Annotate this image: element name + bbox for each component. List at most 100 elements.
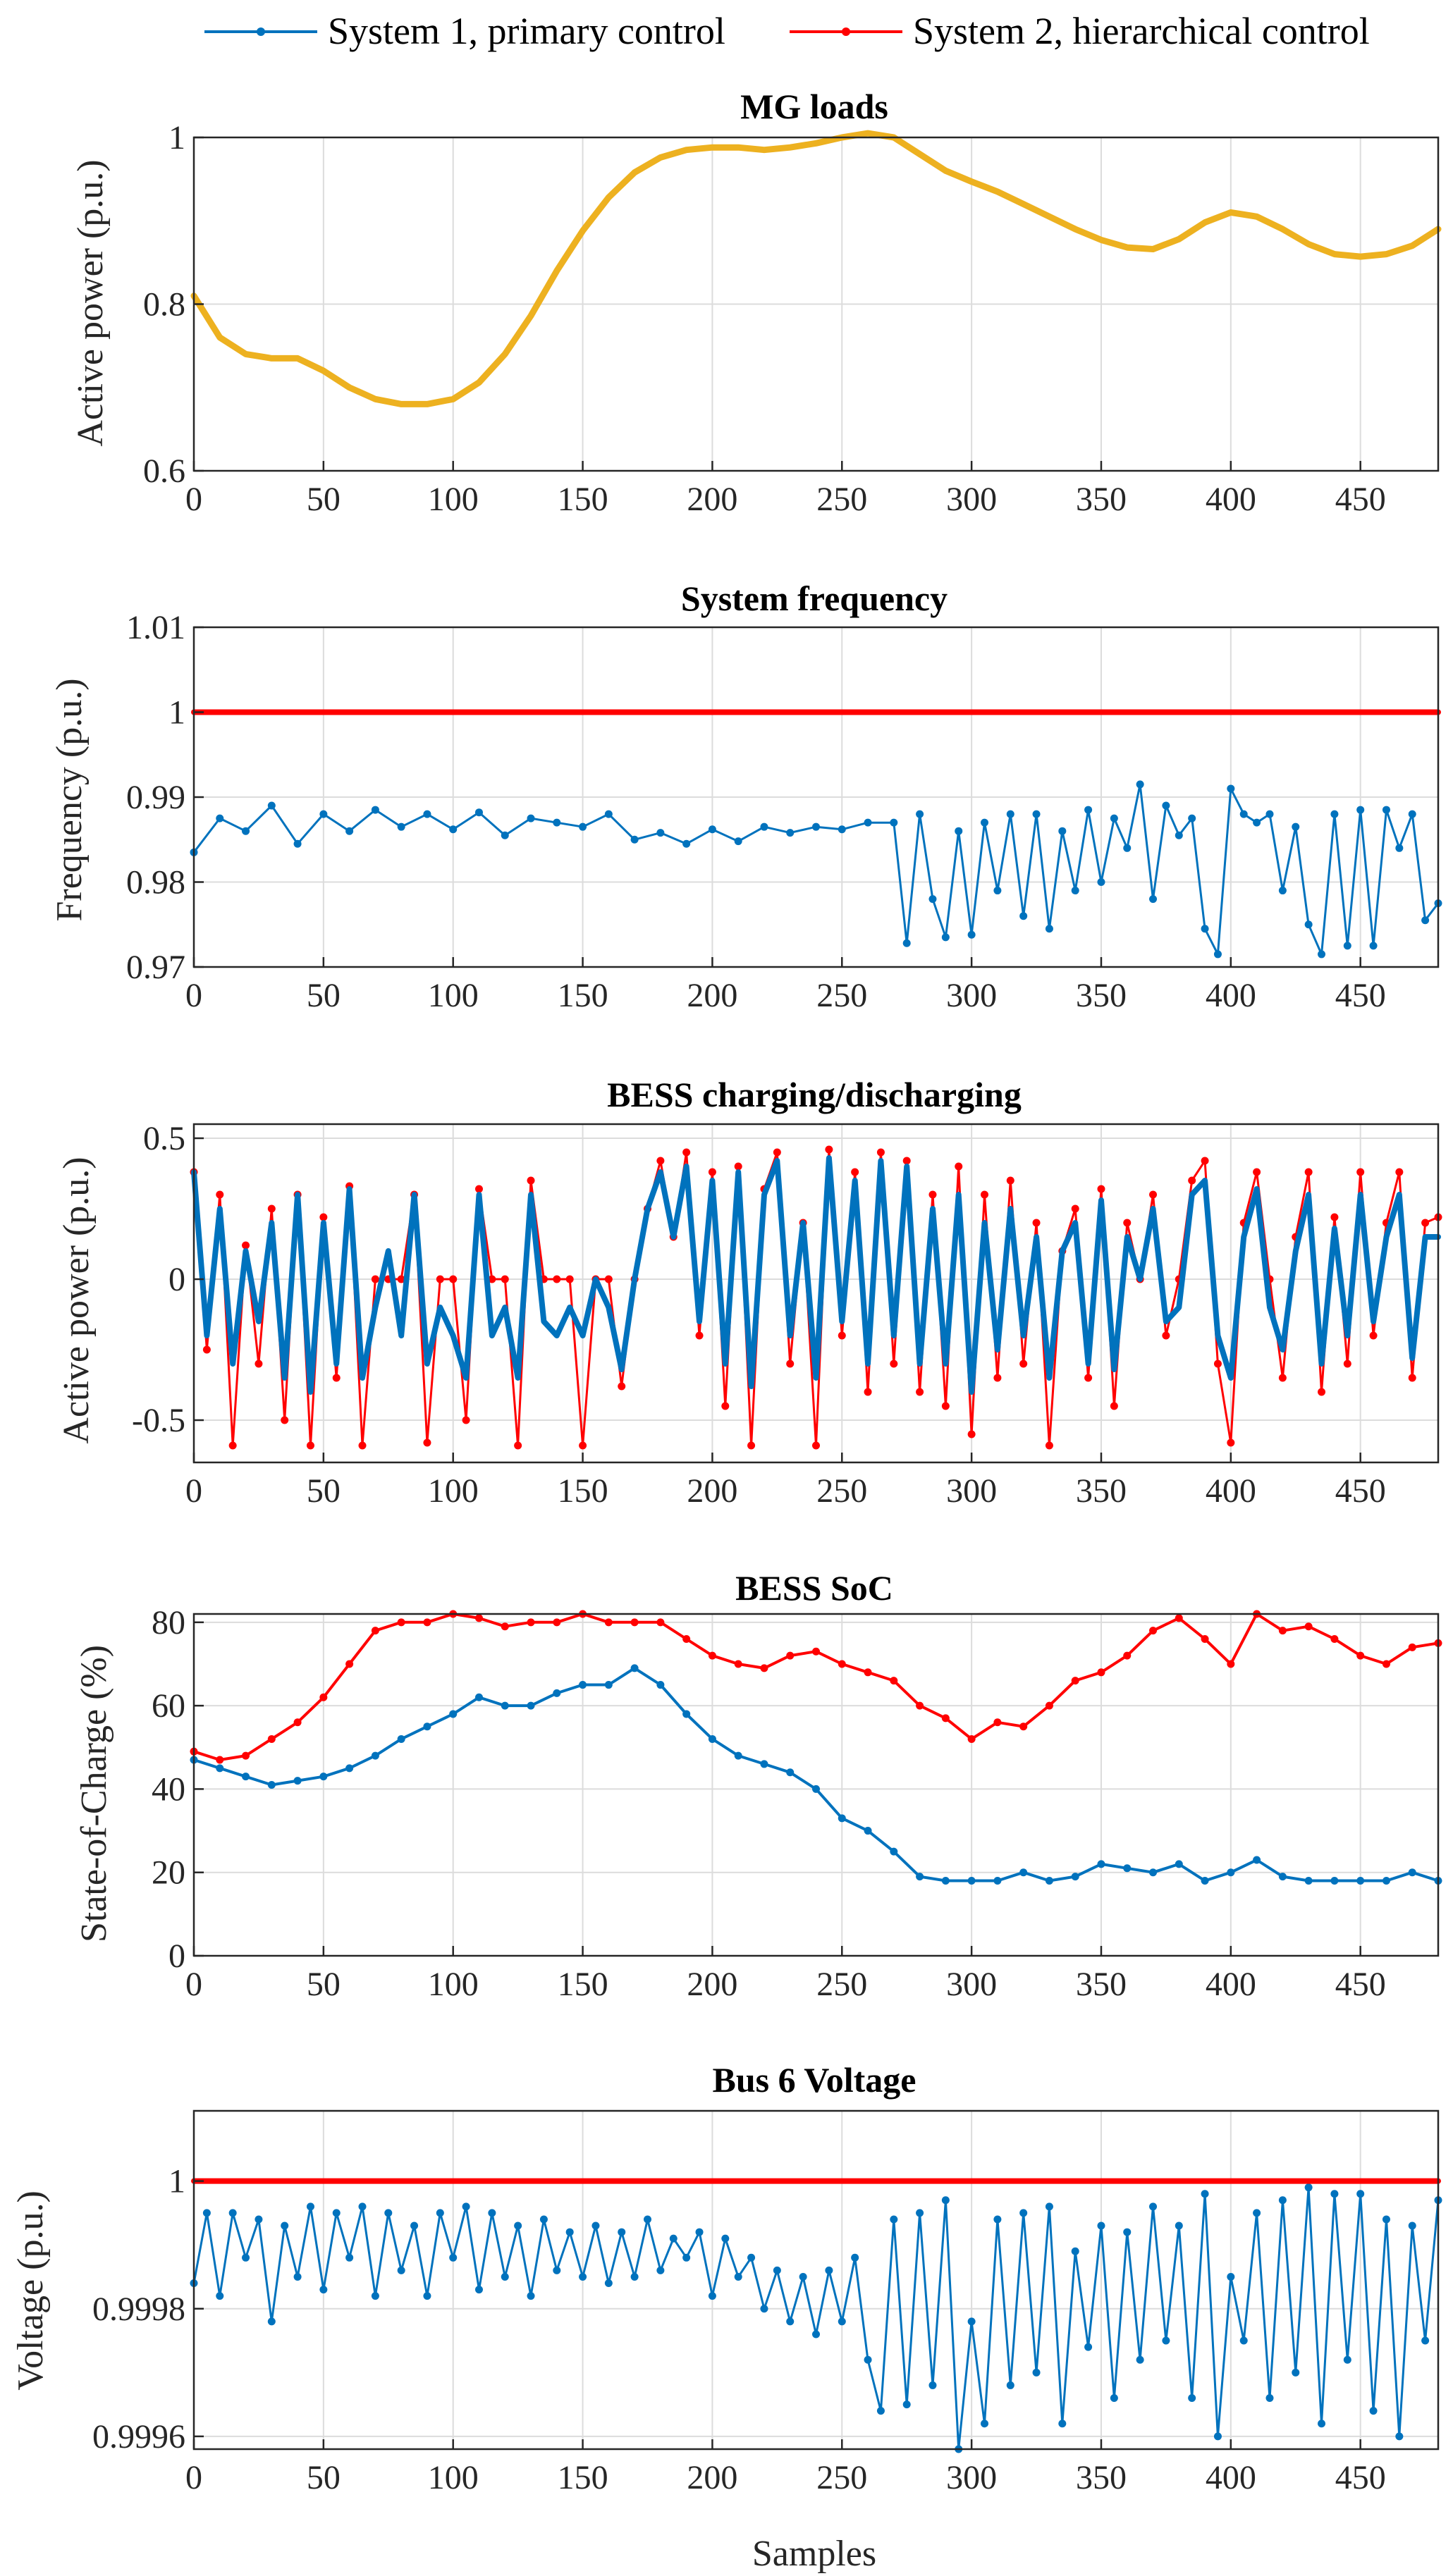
data-point	[527, 814, 535, 822]
data-point	[838, 1660, 846, 1668]
panel-system-frequency: System frequency Frequency (p.u.) 0 50 100…	[49, 579, 1442, 1014]
data-point	[799, 2272, 807, 2281]
data-point	[1201, 2190, 1209, 2198]
legend-label-system2: System 2, hierarchical control	[913, 10, 1370, 52]
data-point	[1330, 1634, 1339, 1643]
data-point	[1408, 1643, 1416, 1651]
data-point	[1201, 1877, 1209, 1885]
data-point	[267, 1734, 276, 1743]
x-tick-label: 350	[1076, 2459, 1127, 2496]
data-point	[695, 2228, 704, 2236]
data-point	[786, 1651, 795, 1660]
data-point	[1123, 844, 1132, 852]
data-point	[656, 2266, 665, 2274]
data-point	[1201, 1634, 1209, 1643]
data-point	[1136, 2355, 1144, 2364]
legend-marker-system1	[257, 27, 265, 36]
data-point	[734, 1751, 742, 1760]
x-tick-label: 250	[816, 1966, 867, 2003]
data-point	[902, 1157, 911, 1165]
data-point	[941, 2196, 950, 2205]
x-tick-label: 400	[1206, 1472, 1256, 1510]
data-point	[1304, 1168, 1313, 1176]
y-tick-label: 0.8	[143, 286, 185, 323]
data-point	[630, 2272, 639, 2281]
data-point	[708, 2292, 716, 2300]
axes-box	[192, 1613, 1440, 1957]
data-point	[760, 1760, 768, 1768]
data-point	[864, 2355, 872, 2364]
data-point	[1356, 1877, 1365, 1885]
data-point	[967, 1734, 976, 1743]
data-point	[255, 2215, 263, 2224]
data-point	[410, 2221, 419, 2230]
data-point	[1071, 1204, 1079, 1213]
data-point	[1227, 2272, 1235, 2281]
data-point	[890, 1360, 898, 1368]
data-point	[527, 1618, 535, 1627]
data-point	[682, 1634, 691, 1643]
data-point	[1019, 1360, 1028, 1368]
data-point	[955, 827, 963, 835]
data-point	[708, 1168, 716, 1176]
data-point	[630, 1664, 639, 1672]
y-tick-label: 0.99	[126, 779, 185, 816]
data-point	[527, 1176, 535, 1185]
x-tick-label: 450	[1335, 2459, 1386, 2496]
data-point	[838, 1331, 846, 1340]
x-tick-label: 450	[1335, 977, 1386, 1014]
data-point	[734, 1162, 742, 1171]
x-tick-label: 50	[307, 1966, 341, 2003]
data-point	[656, 1618, 665, 1627]
data-point	[1045, 1441, 1053, 1450]
data-point	[565, 2228, 574, 2236]
data-point	[293, 2272, 302, 2281]
data-point	[216, 2292, 224, 2300]
y-tick-label: 0	[168, 1937, 185, 1975]
data-point	[1382, 1660, 1390, 1668]
data-point	[1278, 2196, 1287, 2205]
data-point	[993, 1877, 1002, 1885]
y-tick-label: 1.01	[126, 609, 185, 646]
panel-title-system-frequency: System frequency	[681, 579, 948, 618]
y-tick-label: 0	[168, 1261, 185, 1298]
data-point	[488, 1275, 496, 1283]
ylabel-bess-charging: Active power (p.u.)	[56, 1157, 97, 1443]
x-tick-label: 100	[428, 977, 479, 1014]
data-point	[553, 818, 561, 827]
data-point	[384, 2209, 393, 2217]
data-point	[319, 2286, 328, 2294]
data-point	[514, 2221, 522, 2230]
data-point	[1084, 1374, 1093, 1382]
data-point	[423, 810, 431, 818]
data-point	[656, 829, 665, 837]
axes-box	[192, 1123, 1440, 1464]
data-point	[786, 1360, 795, 1368]
x-tick-label: 350	[1076, 1472, 1127, 1510]
data-point	[941, 1402, 950, 1410]
data-point	[281, 2221, 289, 2230]
data-point	[1227, 1438, 1235, 1447]
data-point	[1045, 2202, 1053, 2211]
x-tick-label: 0	[185, 1966, 202, 2003]
data-point	[902, 2401, 911, 2409]
y-tick-label: 0.6	[143, 452, 185, 490]
data-point	[773, 1148, 781, 1157]
y-tick-label: 20	[152, 1854, 185, 1892]
data-point	[474, 2286, 483, 2294]
y-tick-label: 0.98	[126, 864, 185, 901]
data-point	[1408, 2221, 1416, 2230]
data-point	[319, 1693, 328, 1701]
x-tick-label: 250	[816, 1472, 867, 1510]
data-point	[1032, 2368, 1041, 2377]
data-point	[449, 2253, 458, 2262]
data-point	[786, 2317, 795, 2326]
data-point	[825, 2266, 833, 2274]
data-point	[488, 2209, 496, 2217]
y-tick-label: 0.5	[143, 1120, 185, 1157]
x-tick-label: 200	[687, 1966, 737, 2003]
data-point	[1006, 2381, 1014, 2389]
data-point	[890, 818, 898, 827]
axes-box	[192, 2109, 1440, 2451]
data-point	[1369, 1331, 1378, 1340]
